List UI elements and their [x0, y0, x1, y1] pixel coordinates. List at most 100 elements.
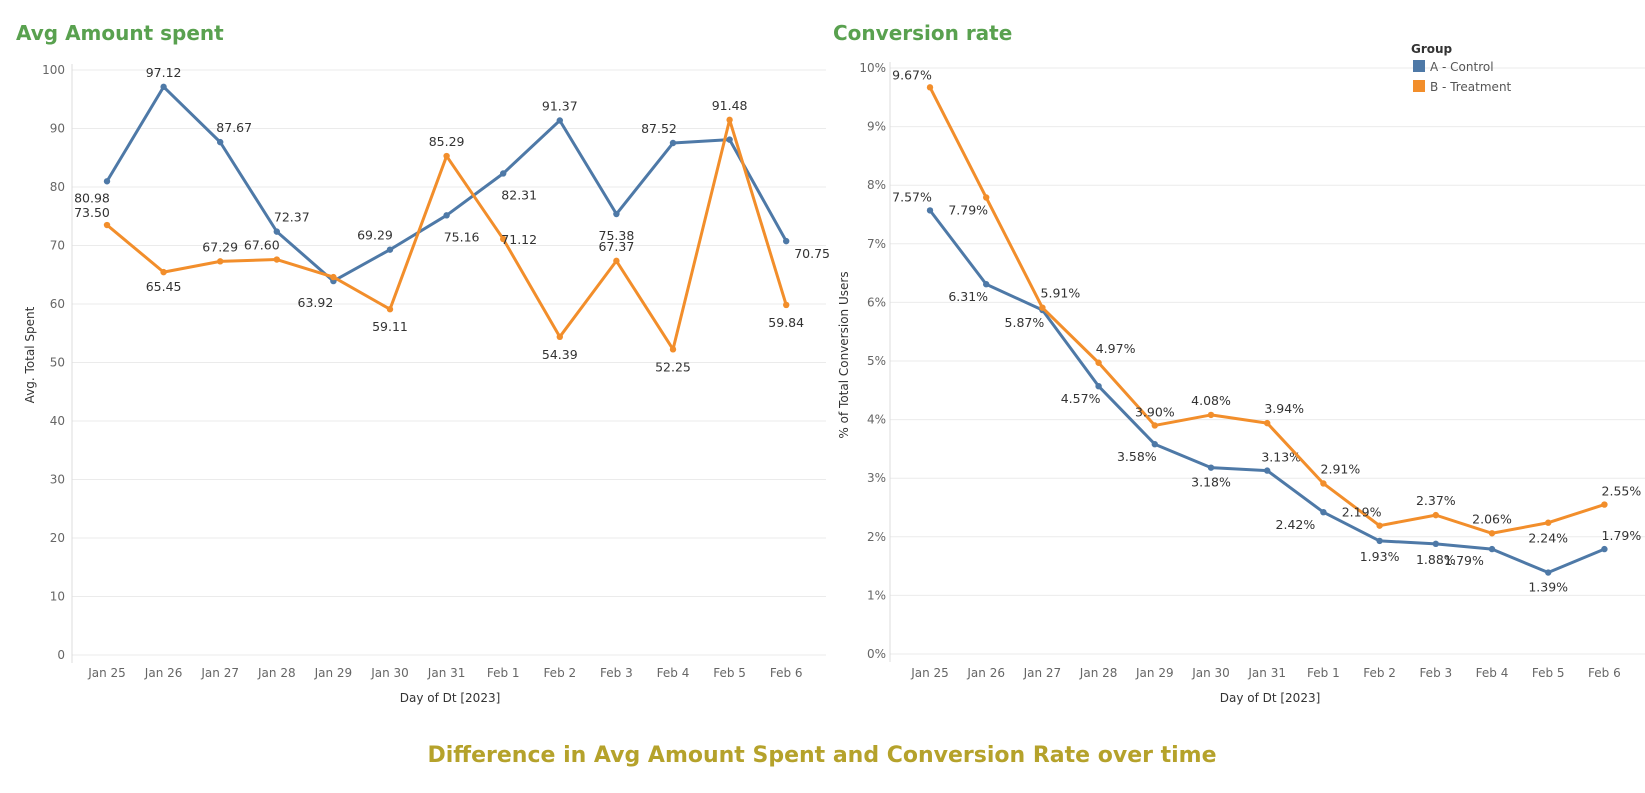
data-point[interactable]: [160, 268, 167, 276]
data-point[interactable]: [669, 346, 677, 353]
y-tick-label: 10: [50, 590, 65, 604]
y-tick-label: 50: [50, 356, 65, 370]
x-tick-label: Jan 26: [144, 666, 183, 680]
data-point[interactable]: [160, 83, 167, 91]
y-tick-label: 6%: [867, 295, 886, 309]
data-point[interactable]: [500, 235, 507, 243]
data-label: 2.55%: [1602, 484, 1642, 499]
data-label: 69.29: [357, 228, 393, 243]
data-point[interactable]: [1207, 411, 1215, 419]
data-point[interactable]: [103, 221, 111, 229]
x-tick-label: Jan 29: [1135, 666, 1174, 680]
data-point[interactable]: [443, 152, 450, 160]
data-point[interactable]: [983, 194, 990, 201]
x-tick-label: Feb 3: [600, 666, 633, 680]
data-point[interactable]: [330, 273, 337, 281]
data-point[interactable]: [1432, 511, 1440, 519]
legend-swatch-control: [1413, 60, 1425, 72]
data-point[interactable]: [217, 138, 224, 146]
data-label: 87.52: [641, 121, 677, 136]
y-tick-label: 80: [50, 180, 65, 194]
data-label: 65.45: [146, 279, 182, 294]
x-tick-label: Feb 2: [543, 666, 576, 680]
data-point[interactable]: [443, 212, 450, 219]
data-point[interactable]: [1095, 382, 1102, 390]
data-point[interactable]: [103, 178, 111, 185]
x-tick-label: Jan 25: [910, 666, 949, 680]
data-point[interactable]: [1320, 480, 1327, 487]
x-tick-label: Feb 3: [1419, 666, 1452, 680]
data-point[interactable]: [1432, 540, 1440, 548]
data-point[interactable]: [1545, 519, 1552, 526]
x-tick-label: Jan 30: [370, 666, 409, 680]
data-label: 2.06%: [1472, 511, 1512, 526]
x-tick-label: Jan 28: [257, 666, 296, 680]
data-point[interactable]: [1545, 569, 1552, 576]
y-tick-label: 3%: [867, 471, 886, 485]
data-label: 54.39: [542, 347, 578, 362]
legend-title: Group: [1411, 42, 1453, 56]
x-tick-label: Jan 25: [87, 666, 126, 680]
data-label: 1.79%: [1444, 553, 1484, 568]
data-point[interactable]: [1264, 419, 1271, 427]
data-label: 71.12: [501, 232, 537, 247]
data-point[interactable]: [669, 139, 677, 147]
data-point[interactable]: [500, 170, 507, 177]
x-tick-label: Feb 4: [1476, 666, 1509, 680]
data-point[interactable]: [1376, 537, 1383, 545]
data-point[interactable]: [613, 257, 620, 265]
y-tick-label: 10%: [859, 61, 886, 75]
data-label: 1.88%: [1416, 552, 1456, 567]
data-point[interactable]: [217, 258, 224, 265]
y-tick-label: 1%: [867, 588, 886, 602]
y-tick-label: 0: [57, 648, 65, 662]
data-point[interactable]: [783, 237, 790, 245]
data-point[interactable]: [926, 84, 934, 91]
x-tick-label: Feb 4: [657, 666, 690, 680]
data-point[interactable]: [1151, 422, 1159, 429]
data-point[interactable]: [556, 333, 563, 341]
data-point[interactable]: [1207, 464, 1215, 471]
chart-title: Conversion rate: [833, 21, 1012, 45]
data-point[interactable]: [1264, 467, 1271, 474]
data-point[interactable]: [1488, 530, 1496, 537]
x-tick-label: Feb 1: [1307, 666, 1340, 680]
chart-title: Avg Amount spent: [16, 21, 224, 45]
y-axis-label: % of Total Conversion Users: [837, 271, 851, 438]
data-point[interactable]: [1151, 441, 1159, 448]
data-point[interactable]: [613, 210, 620, 218]
data-point[interactable]: [726, 136, 733, 143]
data-point[interactable]: [1601, 545, 1608, 553]
legend: Group A - Control B - Treatment: [1411, 42, 1512, 94]
data-point[interactable]: [1095, 359, 1102, 366]
data-label: 67.29: [202, 239, 238, 254]
data-point[interactable]: [1601, 501, 1608, 508]
y-tick-label: 30: [50, 473, 65, 487]
data-point[interactable]: [1376, 522, 1383, 529]
data-label: 3.18%: [1191, 475, 1231, 490]
data-point[interactable]: [273, 228, 280, 235]
data-point[interactable]: [556, 117, 563, 124]
conversion-rate-chart: Conversion rate Day of Dt [2023] % of To…: [833, 21, 1645, 705]
data-point[interactable]: [386, 246, 394, 253]
x-tick-label: Feb 5: [1532, 666, 1565, 680]
x-tick-label: Feb 6: [1588, 666, 1621, 680]
data-point[interactable]: [386, 306, 394, 313]
data-point[interactable]: [726, 116, 733, 124]
data-point[interactable]: [1320, 508, 1327, 516]
data-point[interactable]: [783, 301, 790, 309]
data-label: 3.58%: [1117, 449, 1157, 464]
data-point[interactable]: [1488, 545, 1496, 553]
data-point[interactable]: [273, 256, 280, 263]
data-label: 4.97%: [1096, 341, 1136, 356]
data-label: 2.91%: [1321, 461, 1361, 476]
legend-item-treatment: B - Treatment: [1430, 80, 1512, 94]
x-tick-label: Feb 1: [487, 666, 520, 680]
y-tick-label: 4%: [867, 413, 886, 427]
data-point[interactable]: [1039, 304, 1046, 311]
data-point[interactable]: [983, 281, 990, 288]
x-tick-label: Jan 29: [314, 666, 353, 680]
y-tick-label: 100: [42, 63, 65, 77]
data-point[interactable]: [926, 207, 934, 214]
